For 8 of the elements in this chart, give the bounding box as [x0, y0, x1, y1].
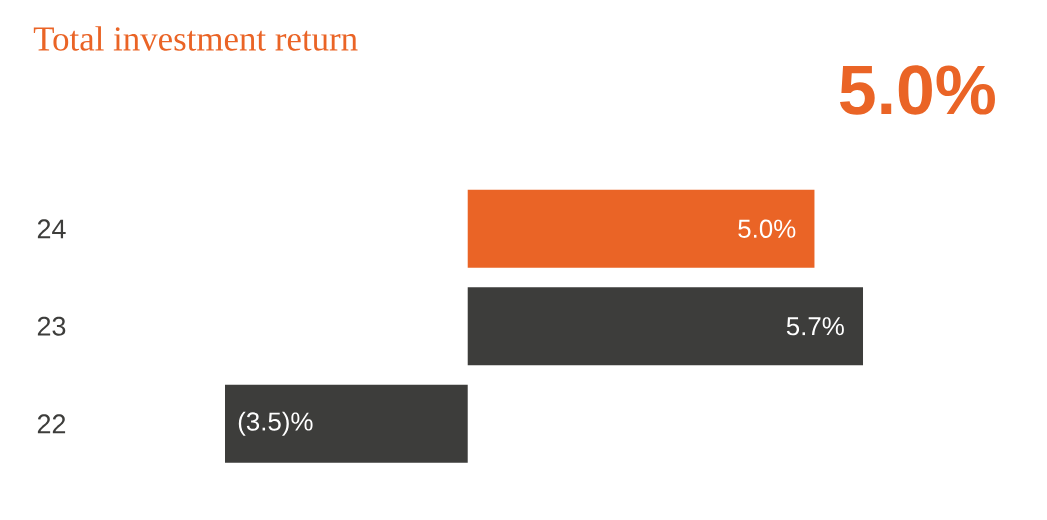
- y-tick-label: 23: [37, 316, 66, 336]
- chart-title: Total investment return: [33, 26, 358, 51]
- data-label: (3.5)%: [238, 411, 313, 436]
- data-label: 5.0%: [738, 219, 796, 238]
- y-tick-label: 24: [37, 219, 66, 239]
- text: 5.0%: [840, 65, 995, 115]
- y-tick-label: 22: [37, 414, 66, 434]
- data-label: 5.7%: [786, 317, 844, 336]
